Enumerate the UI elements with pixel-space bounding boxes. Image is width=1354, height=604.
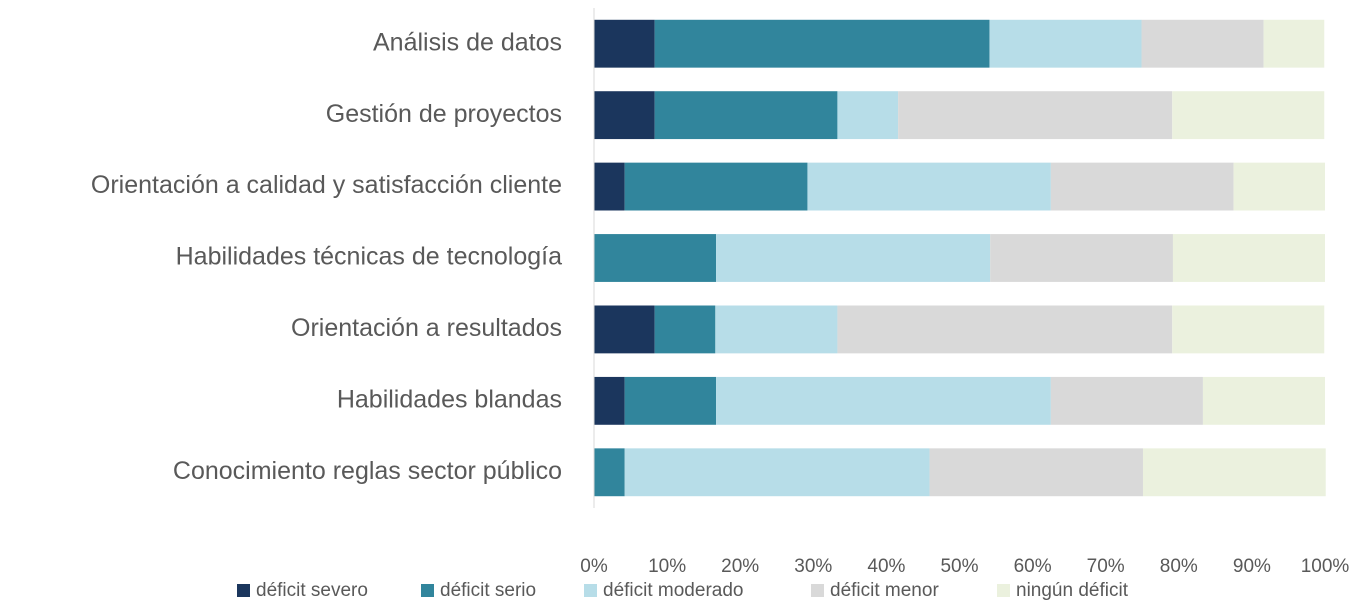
x-tick-label: 40% xyxy=(867,556,905,577)
bar-segment xyxy=(716,234,991,282)
bar-segment xyxy=(654,91,838,140)
legend-label: déficit menor xyxy=(830,580,939,601)
bar-segment xyxy=(1172,305,1325,354)
bar-segment xyxy=(594,448,625,497)
bar-segment xyxy=(594,91,655,140)
bar-segment xyxy=(594,234,717,282)
bar-segment xyxy=(1142,448,1326,497)
x-tick-label: 100% xyxy=(1301,556,1350,577)
bar-segment xyxy=(1172,91,1325,140)
bar-segment xyxy=(1050,162,1234,211)
category-label: Habilidades técnicas de tecnología xyxy=(176,243,562,271)
legend-label: déficit severo xyxy=(256,580,368,601)
x-tick-label: 30% xyxy=(794,556,832,577)
x-tick-label: 20% xyxy=(721,556,759,577)
bar-segment xyxy=(837,91,899,140)
bar-segment xyxy=(1172,234,1325,282)
bar-segment xyxy=(715,305,838,354)
x-tick-label: 0% xyxy=(580,556,608,577)
x-tick-label: 90% xyxy=(1233,556,1271,577)
bar-segment xyxy=(989,19,1142,68)
bar-segment xyxy=(1202,376,1325,425)
legend-swatch xyxy=(237,584,250,597)
legend-label: déficit moderado xyxy=(603,580,743,601)
x-tick-label: 10% xyxy=(648,556,686,577)
bar-segment xyxy=(716,376,1051,425)
legend-label: déficit serio xyxy=(440,580,536,601)
bar-segment xyxy=(654,19,990,68)
x-tick-label: 50% xyxy=(940,556,978,577)
bar-segment xyxy=(1263,19,1325,68)
bar-segment xyxy=(837,305,1173,354)
legend-swatch xyxy=(811,584,824,597)
bar-segment xyxy=(807,162,1051,211)
category-label: Orientación a calidad y satisfacción cli… xyxy=(91,171,562,199)
bar-segment xyxy=(1233,162,1325,211)
legend-swatch xyxy=(584,584,597,597)
bar-segment xyxy=(594,19,655,68)
bar-segment xyxy=(594,305,655,354)
bar-segment xyxy=(624,448,930,497)
legend-label: ningún déficit xyxy=(1016,580,1129,601)
category-label: Orientación a resultados xyxy=(291,314,562,342)
bar-segment xyxy=(990,234,1173,282)
bar-segment xyxy=(898,91,1173,140)
x-tick-label: 80% xyxy=(1160,556,1198,577)
category-label: Gestión de proyectos xyxy=(326,100,562,128)
bar-segment xyxy=(654,305,716,354)
category-label: Análisis de datos xyxy=(373,28,562,56)
category-label: Habilidades blandas xyxy=(337,385,562,413)
bar-segment xyxy=(624,376,717,425)
x-tick-label: 70% xyxy=(1087,556,1125,577)
bar-segment xyxy=(624,162,808,211)
bar-segment xyxy=(1050,376,1203,425)
bar-segment xyxy=(1141,19,1264,68)
bar-segment xyxy=(594,376,625,425)
x-tick-label: 60% xyxy=(1014,556,1052,577)
legend-swatch xyxy=(997,584,1010,597)
bar-segment xyxy=(594,162,625,211)
bar-segment xyxy=(929,448,1143,497)
legend-swatch xyxy=(421,584,434,597)
category-label: Conocimiento reglas sector público xyxy=(173,457,562,485)
